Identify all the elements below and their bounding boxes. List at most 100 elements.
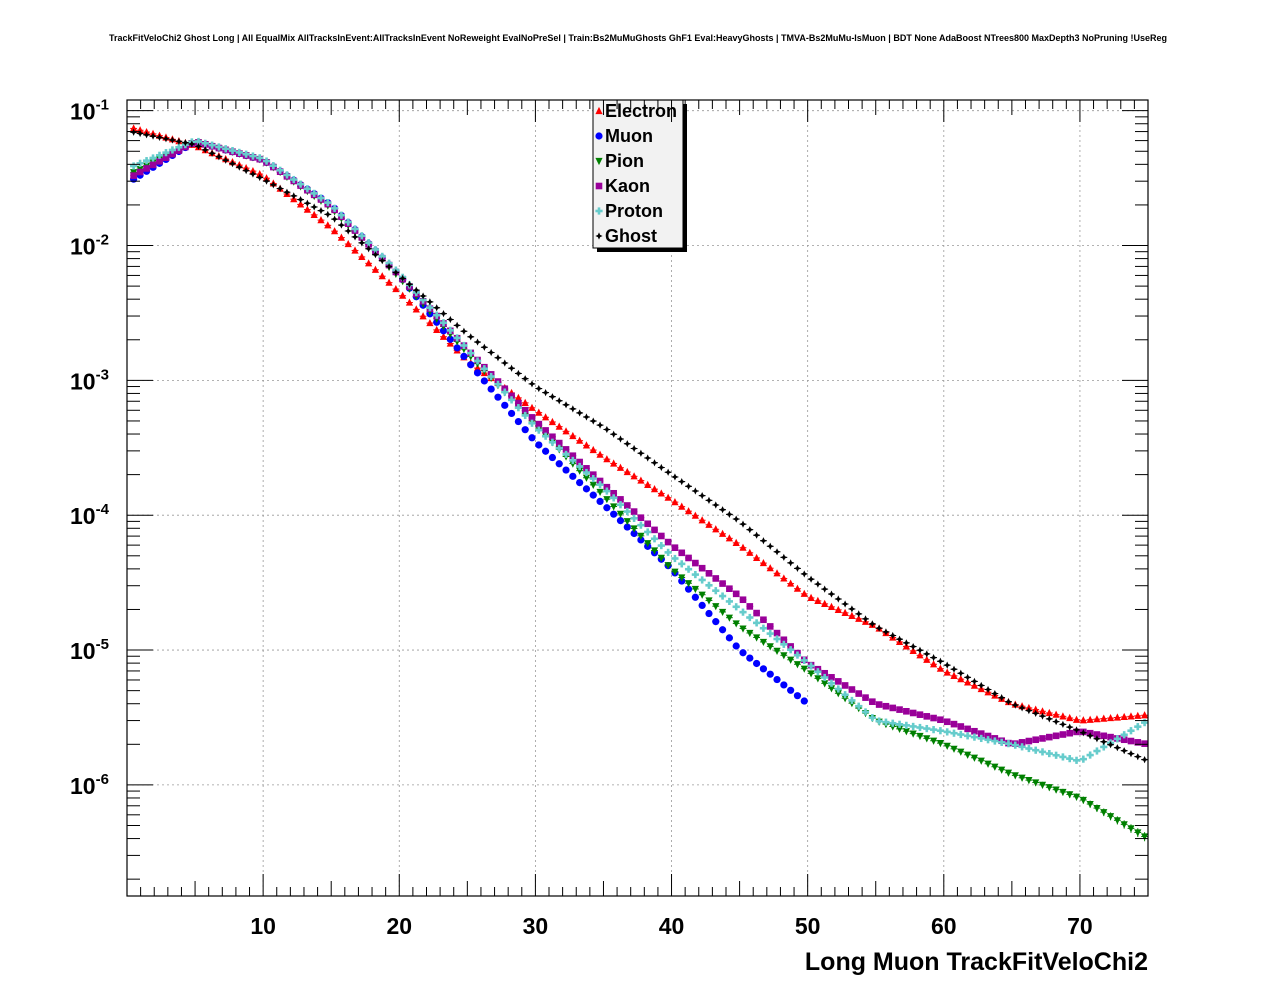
data-point bbox=[936, 664, 944, 672]
data-point bbox=[671, 568, 679, 576]
data-point bbox=[542, 413, 550, 421]
data-point bbox=[732, 590, 740, 598]
data-point bbox=[1052, 786, 1060, 794]
data-point bbox=[875, 624, 883, 632]
data-point bbox=[664, 538, 672, 546]
data-point bbox=[460, 327, 468, 335]
data-point bbox=[446, 335, 454, 343]
data-point bbox=[760, 616, 767, 624]
data-point bbox=[848, 611, 856, 619]
data-point bbox=[991, 763, 999, 771]
data-point bbox=[371, 265, 380, 273]
data-point bbox=[800, 697, 808, 705]
data-point bbox=[821, 585, 829, 593]
marker-bar-v bbox=[864, 708, 867, 716]
data-point bbox=[610, 503, 618, 511]
data-point bbox=[303, 205, 311, 213]
data-point bbox=[834, 685, 842, 693]
data-point bbox=[732, 515, 740, 523]
marker-bar-v bbox=[728, 597, 731, 606]
data-point bbox=[1134, 739, 1142, 746]
data-point bbox=[793, 661, 802, 669]
data-point bbox=[909, 722, 917, 731]
data-point bbox=[732, 538, 740, 546]
data-point bbox=[337, 233, 346, 241]
data-point bbox=[290, 192, 298, 200]
data-point bbox=[175, 137, 183, 145]
data-point bbox=[494, 354, 502, 362]
data-point bbox=[419, 312, 427, 320]
data-point bbox=[889, 719, 897, 727]
data-point bbox=[569, 452, 577, 460]
data-point bbox=[453, 344, 461, 352]
data-point bbox=[426, 318, 434, 327]
marker-bar-v bbox=[979, 734, 983, 743]
data-point bbox=[644, 540, 652, 548]
marker-bar-v bbox=[1143, 718, 1146, 727]
marker-bar-v bbox=[789, 646, 792, 654]
marker-bar-v bbox=[340, 211, 343, 219]
data-point bbox=[909, 730, 917, 738]
marker-bar-v bbox=[646, 528, 650, 536]
data-point bbox=[351, 225, 359, 233]
data-point bbox=[970, 681, 979, 689]
data-point bbox=[521, 375, 529, 383]
data-point bbox=[725, 534, 733, 542]
data-point bbox=[991, 689, 999, 698]
data-point bbox=[773, 675, 781, 684]
marker-bar-v bbox=[138, 159, 142, 167]
data-point bbox=[467, 361, 475, 369]
data-point bbox=[269, 181, 277, 189]
data-point bbox=[725, 634, 733, 642]
marker-bar-v bbox=[346, 218, 350, 226]
data-point bbox=[705, 496, 713, 504]
data-point bbox=[793, 692, 802, 700]
data-point bbox=[923, 724, 931, 733]
marker-bar-v bbox=[843, 691, 847, 699]
data-point bbox=[610, 459, 618, 467]
marker-bar-v bbox=[823, 673, 826, 682]
data-point bbox=[1045, 749, 1053, 758]
data-point bbox=[494, 380, 502, 388]
data-point bbox=[902, 639, 910, 647]
data-point bbox=[596, 488, 604, 497]
data-point bbox=[1032, 746, 1040, 754]
data-point bbox=[1107, 733, 1114, 741]
data-point bbox=[201, 139, 209, 147]
data-point bbox=[514, 393, 522, 401]
data-point bbox=[1059, 753, 1067, 761]
data-point bbox=[1100, 714, 1108, 722]
data-point bbox=[800, 570, 808, 578]
data-point bbox=[766, 630, 774, 638]
data-point bbox=[582, 413, 591, 421]
data-point bbox=[535, 441, 543, 449]
data-point bbox=[705, 520, 713, 528]
marker-bar-v bbox=[421, 296, 425, 304]
data-point bbox=[1140, 718, 1149, 727]
data-point bbox=[130, 124, 138, 132]
data-point bbox=[412, 305, 420, 313]
data-point bbox=[637, 532, 645, 540]
data-point bbox=[1093, 747, 1101, 755]
data-point bbox=[555, 444, 563, 452]
data-point bbox=[582, 485, 591, 493]
marker-bar-v bbox=[830, 679, 833, 687]
data-point bbox=[194, 137, 203, 146]
data-point bbox=[1045, 715, 1053, 723]
data-point bbox=[1134, 723, 1142, 731]
data-point bbox=[766, 564, 774, 572]
data-point bbox=[834, 595, 842, 603]
data-point bbox=[1039, 735, 1046, 742]
data-point bbox=[691, 511, 699, 519]
marker-bar-v bbox=[605, 487, 609, 495]
data-point bbox=[746, 613, 754, 622]
data-point bbox=[310, 189, 318, 197]
data-point bbox=[943, 668, 951, 676]
marker-bar-v bbox=[158, 151, 161, 159]
marker-bar-v bbox=[707, 581, 711, 589]
marker-bar-v bbox=[265, 157, 268, 165]
marker-bar-v bbox=[632, 514, 636, 522]
data-point bbox=[943, 742, 951, 750]
data-point bbox=[664, 562, 672, 570]
data-point bbox=[589, 417, 597, 425]
